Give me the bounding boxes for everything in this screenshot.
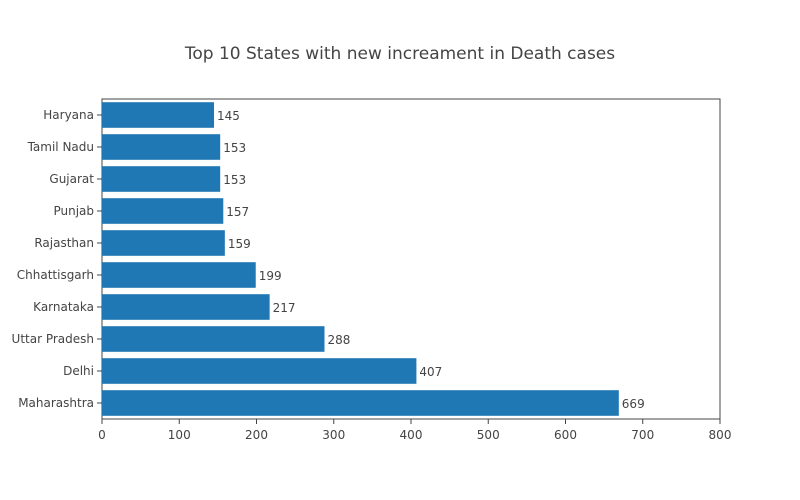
data-label: 669: [622, 397, 645, 411]
y-tick-label: Karnataka: [33, 300, 94, 314]
bar: [102, 134, 221, 160]
bar: [102, 102, 215, 128]
data-label: 217: [273, 301, 296, 315]
x-tick-label: 400: [400, 428, 423, 442]
bar: [102, 326, 325, 352]
x-tick-label: 0: [98, 428, 106, 442]
bar: [102, 230, 225, 256]
bar: [102, 262, 256, 288]
x-tick-label: 800: [709, 428, 732, 442]
y-tick-label: Delhi: [63, 364, 94, 378]
y-tick-label: Haryana: [43, 108, 94, 122]
data-label: 199: [259, 269, 282, 283]
y-tick-label: Gujarat: [49, 172, 94, 186]
y-tick-label: Maharashtra: [18, 396, 94, 410]
x-tick-label: 500: [477, 428, 500, 442]
bar: [102, 198, 224, 224]
y-tick-label: Chhattisgarh: [17, 268, 94, 282]
y-tick-label: Rajasthan: [34, 236, 94, 250]
data-label: 288: [327, 333, 350, 347]
data-label: 153: [223, 141, 246, 155]
y-tick-label: Tamil Nadu: [27, 140, 94, 154]
x-tick-label: 700: [631, 428, 654, 442]
y-tick-label: Uttar Pradesh: [12, 332, 94, 346]
data-label: 159: [228, 237, 251, 251]
data-label: 145: [217, 109, 240, 123]
data-label: 157: [226, 205, 249, 219]
bar: [102, 358, 417, 384]
x-tick-label: 200: [245, 428, 268, 442]
x-tick-label: 100: [168, 428, 191, 442]
chart-title: Top 10 States with new increament in Dea…: [184, 44, 616, 64]
data-label: 153: [223, 173, 246, 187]
bar: [102, 166, 221, 192]
x-tick-label: 300: [322, 428, 345, 442]
x-tick-label: 600: [554, 428, 577, 442]
bar: [102, 294, 270, 320]
bar: [102, 390, 619, 416]
data-label: 407: [419, 365, 442, 379]
y-tick-label: Punjab: [53, 204, 94, 218]
